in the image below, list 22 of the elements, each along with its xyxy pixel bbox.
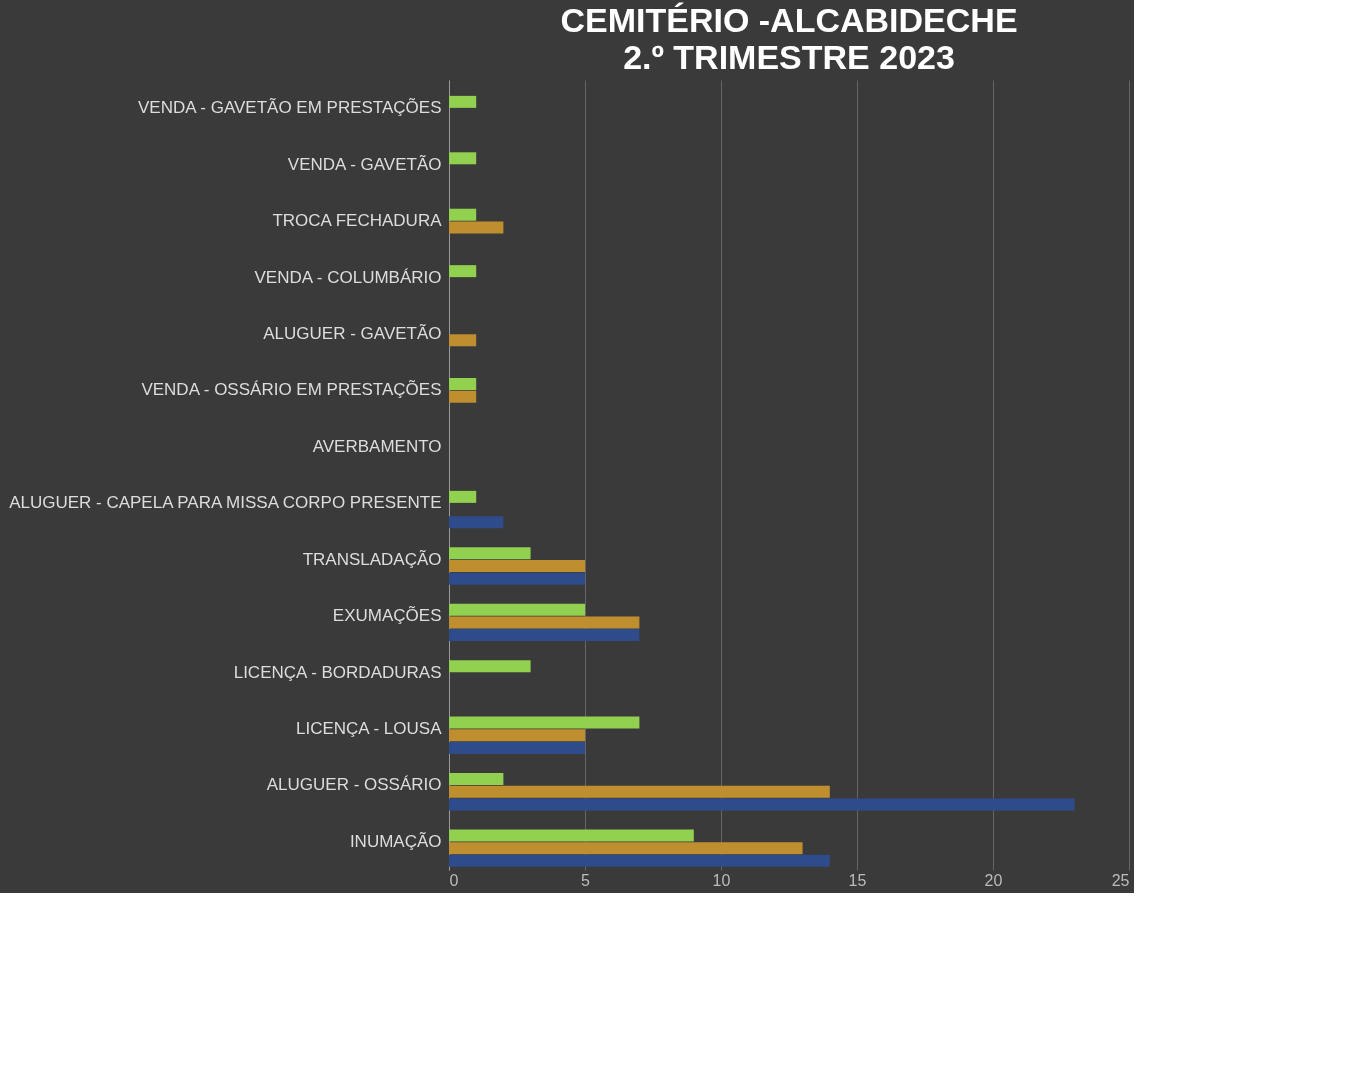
y-tick-label: VENDA - OSSÁRIO EM PRESTAÇÕES: [141, 380, 442, 400]
x-tick-label: 25: [1111, 871, 1130, 889]
y-tick-label: INUMAÇÃO: [349, 831, 442, 851]
y-tick-label: ALUGUER - OSSÁRIO: [266, 775, 442, 795]
y-tick-label: ALUGUER - CAPELA PARA MISSA CORPO PRESENTE: [9, 493, 442, 513]
y-tick-label: TRANSLADAÇÃO: [302, 549, 442, 569]
chart-title: CEMITÉRIO -ALCABIDECHE: [560, 1, 1018, 39]
x-tick-label: 0: [449, 871, 459, 889]
y-tick-label: TROCA FECHADURA: [272, 211, 443, 231]
chart-subtitle: 2.º TRIMESTRE 2023: [623, 38, 955, 76]
y-tick-label: LICENÇA - BORDADURAS: [233, 662, 442, 682]
y-tick-label: VENDA - COLUMBÁRIO: [254, 267, 442, 287]
y-tick-label: ALUGUER - GAVETÃO: [263, 323, 442, 343]
x-tick-label: 20: [984, 871, 1003, 889]
x-tick-label: 15: [848, 871, 867, 889]
x-tick-label: 5: [581, 871, 591, 889]
y-tick-label: VENDA - GAVETÃO EM PRESTAÇÕES: [137, 98, 442, 118]
y-tick-label: VENDA - GAVETÃO: [287, 154, 442, 174]
y-tick-label: AVERBAMENTO: [312, 436, 442, 456]
y-tick-label: EXUMAÇÕES: [332, 606, 442, 626]
x-tick-label: 10: [712, 871, 731, 889]
y-tick-label: LICENÇA - LOUSA: [296, 718, 443, 738]
